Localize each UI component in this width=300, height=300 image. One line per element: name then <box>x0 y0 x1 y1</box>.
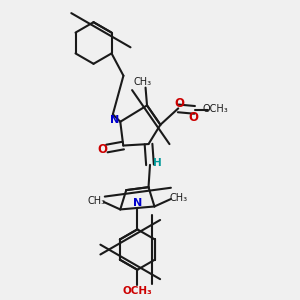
Text: N: N <box>110 115 119 125</box>
Text: O: O <box>188 111 198 124</box>
Text: CH₃: CH₃ <box>169 193 187 202</box>
Text: O: O <box>175 97 185 110</box>
Text: CH₃: CH₃ <box>87 196 106 206</box>
Text: H: H <box>153 158 162 168</box>
Text: OCH₃: OCH₃ <box>122 286 152 296</box>
Text: CH₃: CH₃ <box>134 77 152 87</box>
Text: OCH₃: OCH₃ <box>202 104 228 114</box>
Text: N: N <box>133 198 142 208</box>
Text: O: O <box>97 143 107 156</box>
